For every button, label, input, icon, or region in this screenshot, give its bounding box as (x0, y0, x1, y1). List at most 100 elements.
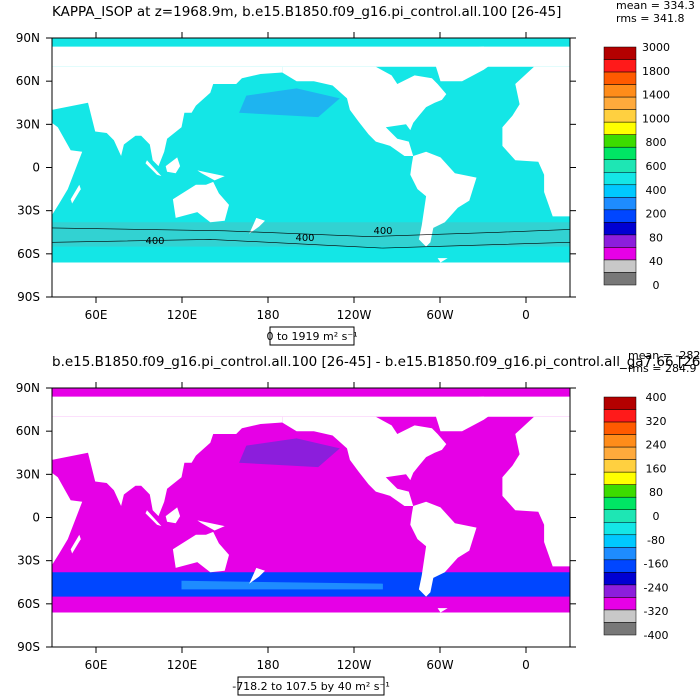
colorbar-label: 320 (646, 415, 667, 428)
colorbar-box (603, 71, 637, 85)
lon-label: 120E (167, 658, 198, 672)
colorbar-box (603, 172, 637, 186)
colorbar-box (603, 134, 637, 148)
colorbar-label: 80 (649, 486, 663, 499)
colorbar-box (603, 459, 637, 473)
land (52, 472, 83, 565)
lat-label: 60S (17, 597, 40, 611)
range-label: -718.2 to 107.5 by 40 m² s⁻¹ (232, 680, 390, 693)
colorbar-box (603, 84, 637, 98)
colorbar-label: -400 (644, 629, 669, 642)
colorbar-box (603, 197, 637, 211)
land (52, 262, 570, 297)
land (282, 66, 447, 156)
colorbar-label: 3000 (642, 41, 670, 54)
lon-label: 180 (257, 308, 280, 322)
range-box (269, 326, 355, 346)
colorbar-label: -80 (647, 534, 665, 547)
lat-label: 90N (16, 31, 40, 45)
colorbar-label: 400 (646, 391, 667, 404)
lon-label: 180 (257, 658, 280, 672)
land (52, 416, 283, 517)
stat-label: mean = -282.8 (628, 349, 700, 362)
colorbar-box (603, 446, 637, 460)
colorbar-label: 160 (646, 462, 667, 475)
colorbar-box (603, 234, 637, 248)
colorbar-box (603, 597, 637, 611)
lat-label: 90N (16, 381, 40, 395)
colorbar-label: 0 (653, 279, 660, 292)
colorbar-box (603, 559, 637, 573)
lat-label: 30N (16, 117, 40, 131)
colorbar-box (603, 146, 637, 160)
colorbar-label: -320 (644, 605, 669, 618)
lon-label: 120W (337, 658, 372, 672)
land (52, 612, 570, 647)
lon-label: 0 (522, 308, 530, 322)
lon-label: 60E (85, 658, 108, 672)
colorbar-label: 240 (646, 439, 667, 452)
land (52, 122, 83, 215)
land (433, 396, 499, 432)
lat-label: 90S (17, 290, 40, 304)
range-label: 0 to 1919 m² s⁻¹ (266, 330, 357, 343)
colorbar-box (603, 184, 637, 198)
colorbar-label: 1400 (642, 89, 670, 102)
land (172, 531, 229, 573)
lat-label: 0 (32, 511, 40, 525)
colorbar-box (603, 46, 637, 60)
colorbar-box (603, 609, 637, 623)
range-box (237, 676, 385, 696)
lon-label: 120E (167, 308, 198, 322)
colorbar-label: 400 (646, 184, 667, 197)
land (249, 217, 265, 234)
ocean-band-light (181, 580, 383, 590)
land (70, 534, 81, 554)
stat-label: mean = 334.3 (616, 0, 695, 12)
contour-line (51, 239, 571, 249)
colorbar-box (603, 421, 637, 435)
panel-title: KAPPA_ISOP at z=1968.9m, b.e15.B1850.f09… (52, 4, 561, 20)
contour-label: 400 (145, 236, 164, 247)
colorbar-box (603, 259, 637, 273)
colorbar-label: 40 (649, 255, 663, 268)
colorbar-box (603, 509, 637, 523)
land (197, 170, 225, 181)
colorbar-label: 1800 (642, 65, 670, 78)
colorbar-label: 1000 (642, 112, 670, 125)
colorbar-box (603, 222, 637, 236)
land (145, 160, 162, 177)
colorbar-box (603, 534, 637, 548)
ocean-patch (239, 438, 340, 468)
lat-label: 60S (17, 247, 40, 261)
colorbar-box (603, 484, 637, 498)
lat-label: 30S (17, 554, 40, 568)
land (165, 507, 181, 524)
lon-label: 120W (337, 308, 372, 322)
colorbar-box (603, 121, 637, 135)
colorbar-label: 80 (649, 231, 663, 244)
colorbar-box (603, 471, 637, 485)
lat-label: 90S (17, 640, 40, 654)
land (172, 181, 229, 223)
land (165, 157, 181, 174)
lon-label: 0 (522, 658, 530, 672)
land (502, 416, 570, 567)
colorbar-label: 600 (646, 160, 667, 173)
land (437, 258, 448, 263)
colorbar-label: 200 (646, 208, 667, 221)
stat-label: rms = 341.8 (616, 12, 684, 25)
lat-label: 30S (17, 204, 40, 218)
colorbar-label: -160 (644, 558, 669, 571)
colorbar-box (603, 396, 637, 410)
contour-label: 400 (373, 226, 392, 237)
lat-label: 0 (32, 161, 40, 175)
colorbar-box (603, 209, 637, 223)
colorbar-box (603, 96, 637, 110)
panel-title: b.e15.B1850.f09_g16.pi_control.all.100 [… (52, 354, 700, 370)
land (282, 416, 447, 506)
colorbar-box (603, 622, 637, 636)
colorbar-box (603, 272, 637, 286)
colorbar-box (603, 572, 637, 586)
land (52, 66, 283, 167)
